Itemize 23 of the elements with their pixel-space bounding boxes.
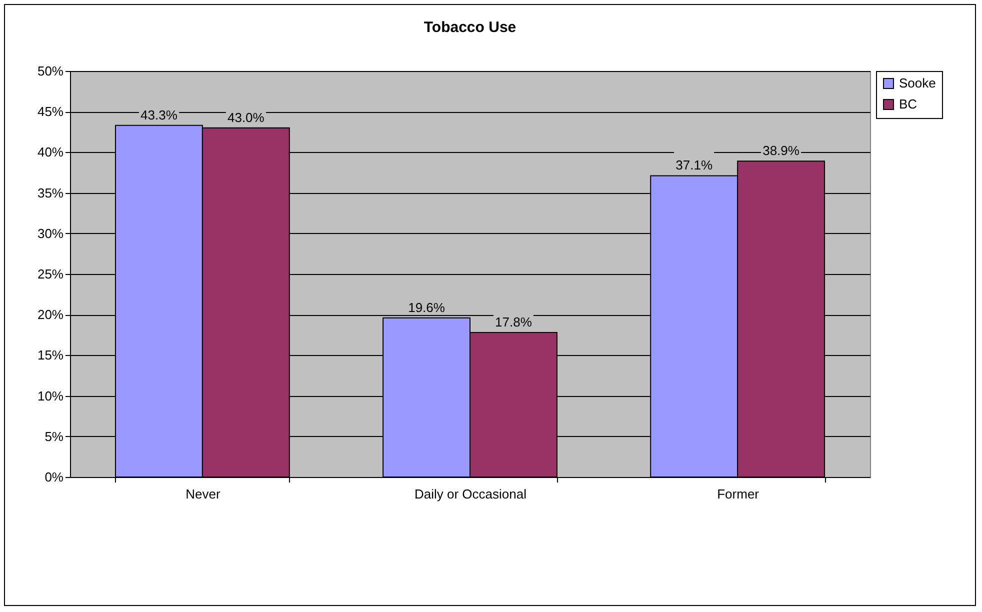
y-tick-label: 50% <box>37 64 64 78</box>
data-label: 38.9% <box>762 143 800 158</box>
y-tick-label: 5% <box>44 428 64 444</box>
data-label: 43.0% <box>227 110 265 125</box>
y-tick-label: 0% <box>44 470 64 484</box>
y-tick-label: 15% <box>37 348 64 363</box>
y-tick-label: 40% <box>37 144 64 160</box>
chart-title: Tobacco Use <box>424 19 516 36</box>
data-label: 19.6% <box>408 300 446 315</box>
legend-label: BC <box>899 96 918 112</box>
y-tick-label: 30% <box>37 226 64 241</box>
data-label: 37.1% <box>676 158 713 173</box>
x-tick-label: Former <box>717 486 760 502</box>
data-label: 17.8% <box>495 314 532 330</box>
y-tick-label: 25% <box>37 266 64 282</box>
y-tick-label: 10% <box>37 388 64 404</box>
legend-label: Sooke <box>899 76 936 90</box>
x-tick-label: Never <box>186 486 221 502</box>
y-tick-label: 35% <box>37 185 64 200</box>
x-tick-label: Daily or Occasional <box>414 486 527 502</box>
y-tick-label: 45% <box>37 104 64 120</box>
data-label: 43.3% <box>140 107 178 122</box>
y-tick-label: 20% <box>37 307 64 322</box>
